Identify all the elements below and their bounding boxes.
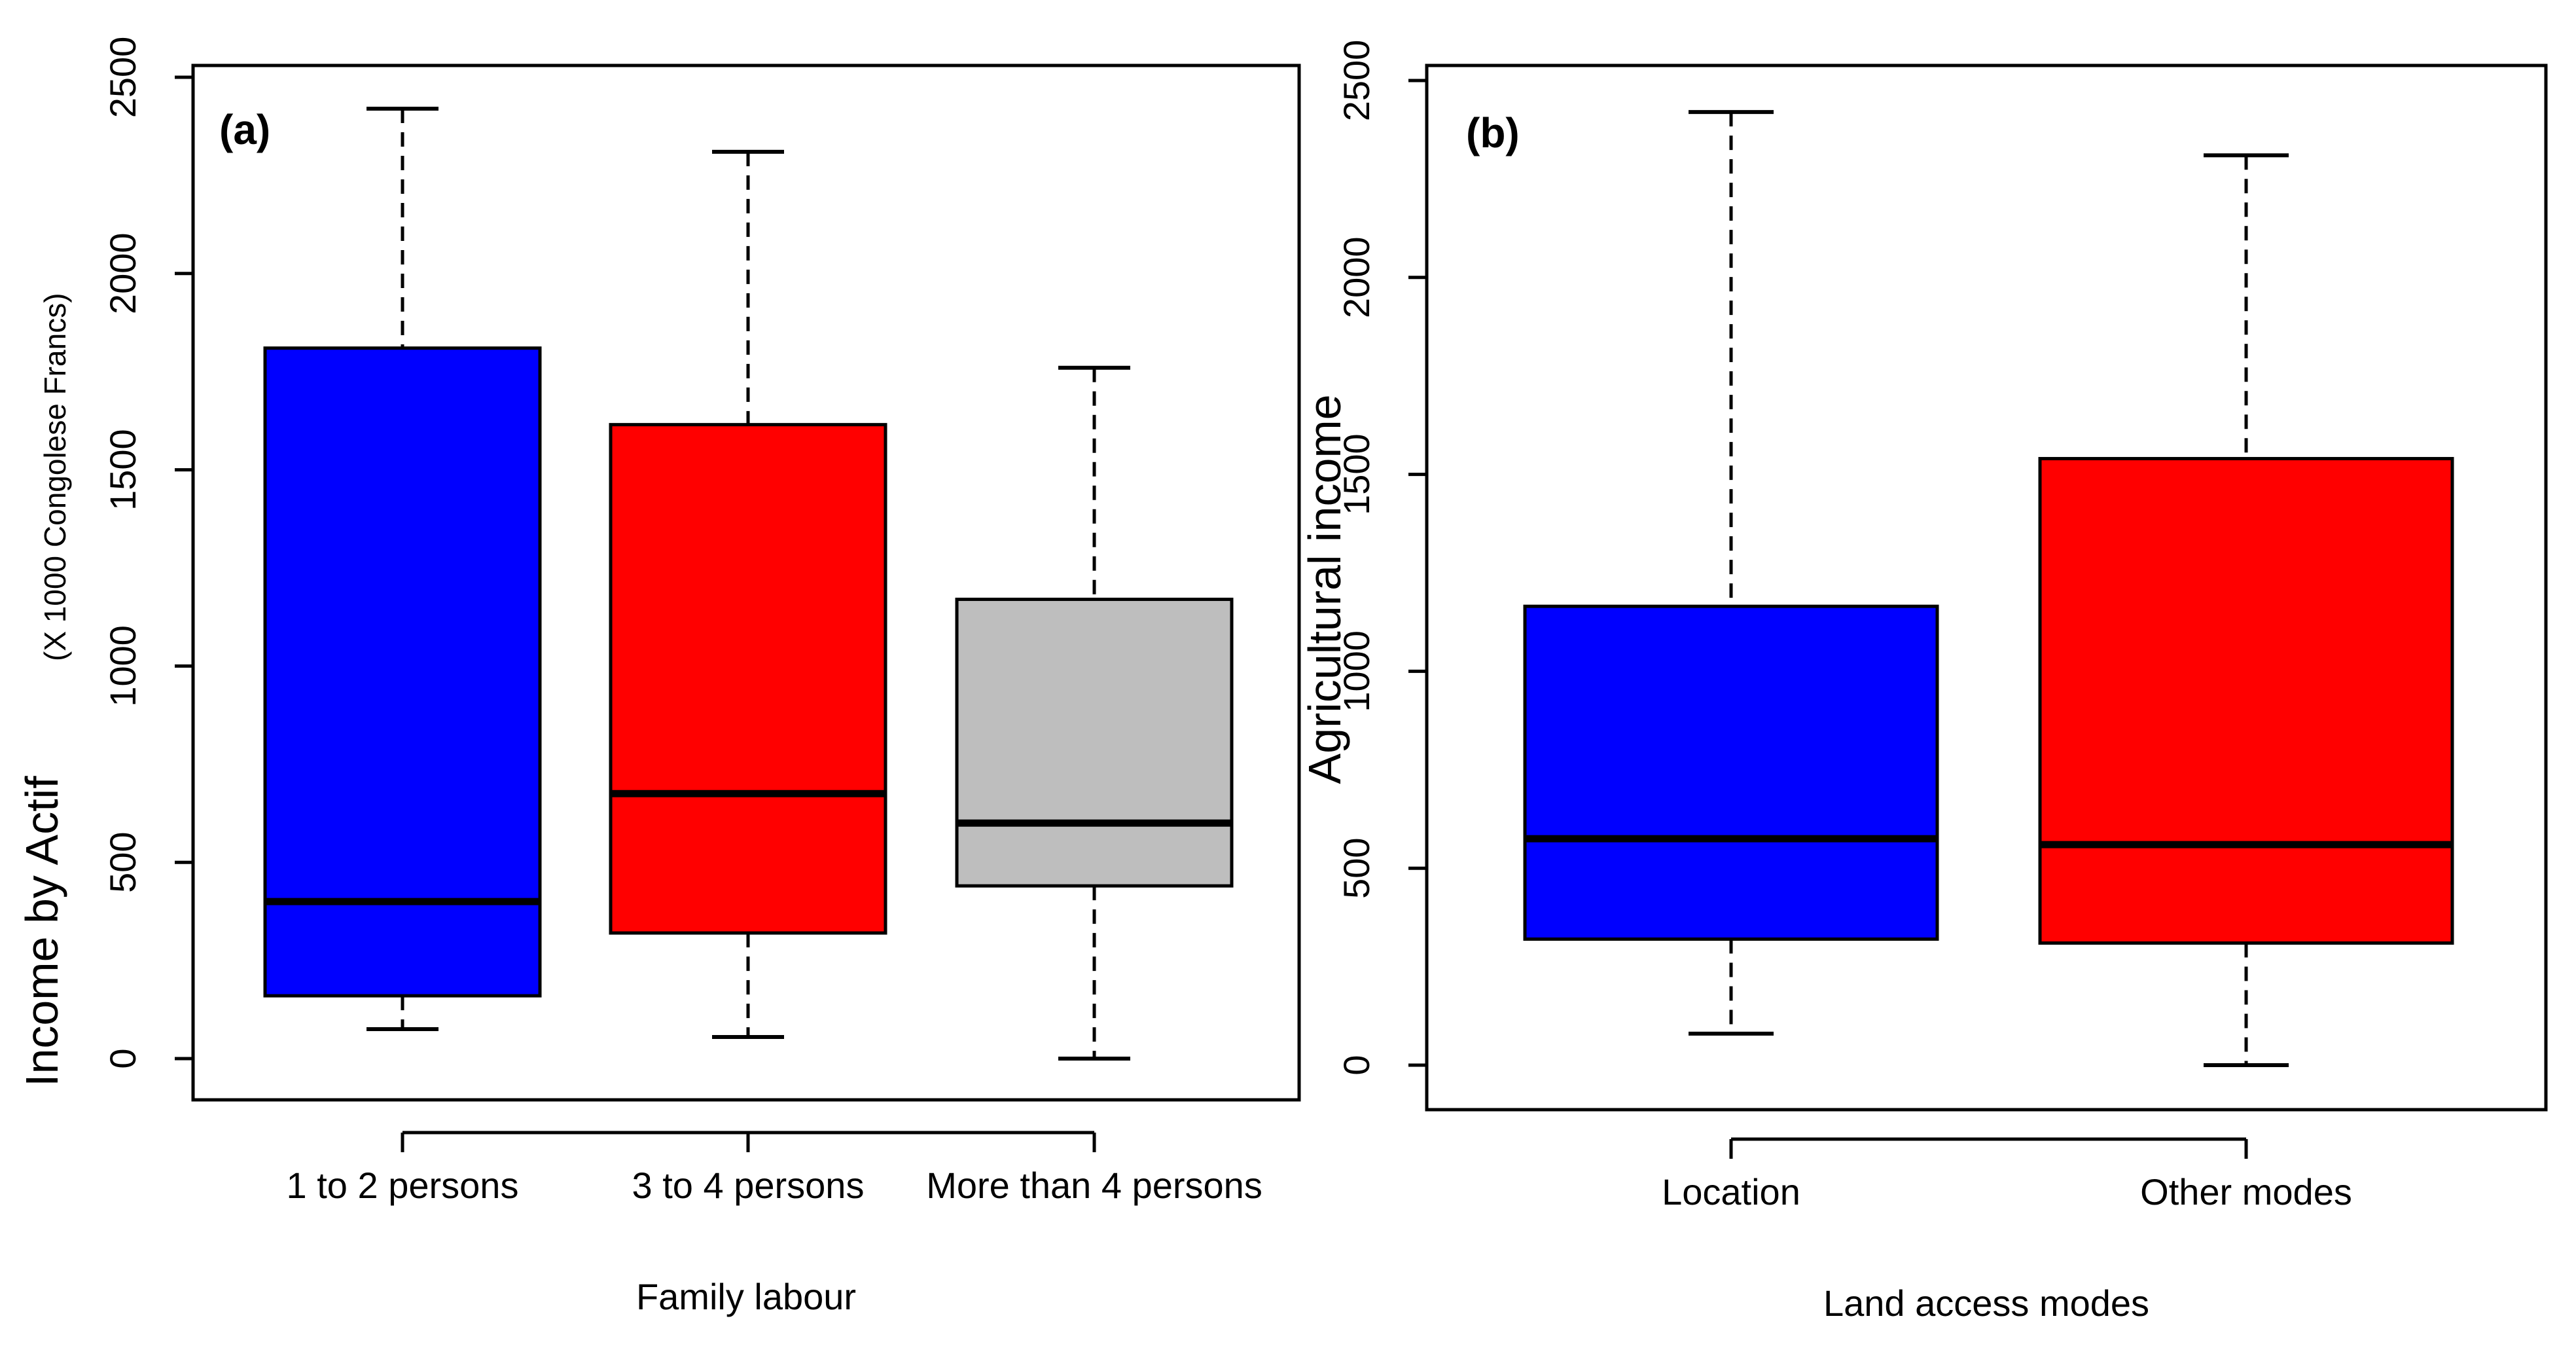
panel-b-y-tick-label: 1500	[1336, 433, 1377, 515]
panel-b-y-tick-label: 2500	[1336, 40, 1377, 122]
panel-b-label: (b)	[1466, 109, 1520, 156]
panel-b-box-group	[2038, 153, 2454, 1067]
panel-a-box-group	[609, 149, 887, 1040]
panel-a-y-tick-label: 1500	[102, 429, 143, 511]
panel-a-boxes	[263, 106, 1234, 1061]
panel-a-box	[263, 346, 542, 998]
panel-b-category-label: Location	[1662, 1171, 1800, 1212]
panel-b-y-axis: 0 500 1000 1500 2000 2500	[1336, 40, 1427, 1076]
panel-b-y-tick-label: 500	[1336, 837, 1377, 898]
panel-a-plot-frame	[191, 64, 1301, 1102]
panel-a-y-axis-title: Income by Actif	[16, 776, 67, 1087]
panel-a-y-axis-unit: (X 1000 Congolese Francs)	[38, 293, 72, 661]
panel-a: 0 500 1000 1500 2000 2500 1 to 2 persons 3 to …	[16, 37, 1301, 1317]
panel-a-y-axis: 0 500 1000 1500 2000 2500	[102, 37, 193, 1069]
panel-a-y-tick-label: 0	[102, 1048, 143, 1068]
panel-a-category-label: 1 to 2 persons	[287, 1165, 519, 1206]
panel-b-category-label: Other modes	[2140, 1171, 2352, 1212]
panel-a-y-tick-label: 1000	[102, 625, 143, 707]
panel-a-category-label: 3 to 4 persons	[632, 1165, 865, 1206]
panel-a-category-label: More than 4 persons	[926, 1165, 1262, 1206]
panel-a-x-axis: 1 to 2 persons 3 to 4 persons More than 4 …	[287, 1131, 1262, 1206]
panel-b: 0 500 1000 1500 2000 2500 Location Other modes…	[1299, 40, 2548, 1324]
panel-a-box-group	[263, 106, 542, 1032]
panel-a-y-tick-label: 500	[102, 831, 143, 892]
panel-b-box	[2038, 457, 2454, 945]
panel-b-boxes	[1523, 110, 2454, 1067]
panel-a-y-tick-label: 2000	[102, 233, 143, 315]
panel-b-box-group	[1523, 110, 1939, 1036]
panel-a-x-axis-title: Family labour	[636, 1276, 856, 1317]
panel-b-y-tick-label: 1000	[1336, 630, 1377, 712]
panel-a-y-tick-label: 2500	[102, 37, 143, 118]
panel-a-box	[609, 423, 887, 935]
panel-b-plot-frame	[1425, 64, 2548, 1112]
panel-b-x-axis-title: Land access modes	[1823, 1282, 2149, 1324]
panel-b-y-tick-label: 0	[1336, 1055, 1377, 1075]
panel-b-y-axis-title: Agricultural income	[1299, 394, 1350, 784]
panel-b-x-axis: Location Other modes	[1662, 1137, 2352, 1212]
panel-b-box	[1523, 604, 1939, 941]
panel-a-label: (a)	[219, 106, 270, 153]
panel-a-box	[955, 597, 1234, 888]
panel-b-y-tick-label: 2000	[1336, 237, 1377, 319]
panel-a-box-group	[955, 365, 1234, 1061]
